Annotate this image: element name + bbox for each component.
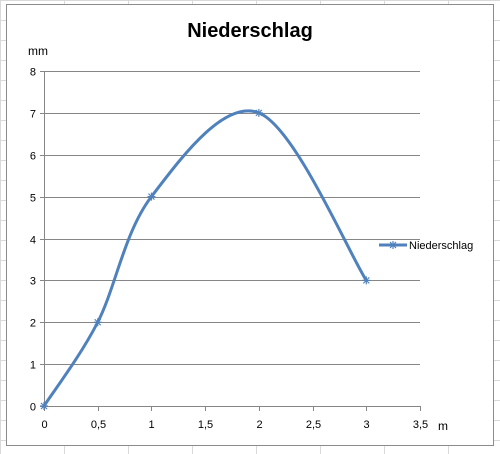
legend-star-icon[interactable] — [389, 241, 397, 249]
x-tick-label: 2 — [256, 419, 262, 431]
chart-title[interactable]: Niederschlag — [187, 20, 313, 42]
y-tick-label: 0 — [30, 402, 36, 414]
data-point-marker-star-icon[interactable] — [93, 318, 102, 327]
y-tick-label: 4 — [30, 235, 36, 247]
data-point-marker-star-icon[interactable] — [362, 276, 371, 285]
y-axis-label: mm — [28, 44, 48, 58]
tick-labels: 0 1 2 3 4 5 6 7 8 0 0,5 1 1,5 2 2,5 3 3,5 — [30, 67, 428, 432]
y-tick-label: 2 — [30, 318, 36, 330]
chart-area[interactable] — [6, 4, 494, 446]
y-tick-label: 3 — [30, 276, 36, 288]
x-tick-label: 3 — [363, 419, 369, 431]
y-tick-label: 1 — [30, 360, 36, 372]
x-tick-label: 2,5 — [306, 419, 321, 431]
x-tick-label: 0 — [41, 419, 47, 431]
y-tick-label: 5 — [30, 193, 36, 205]
y-tick-label: 7 — [30, 109, 36, 121]
x-axis-label: m — [438, 419, 448, 433]
gridlines — [44, 71, 420, 365]
x-tick-label: 0,5 — [91, 419, 106, 431]
series-line-niederschlag[interactable] — [42, 109, 368, 408]
data-markers[interactable] — [40, 108, 371, 410]
x-tick-label: 1 — [148, 419, 154, 431]
data-point-marker-star-icon[interactable] — [254, 108, 263, 117]
series-lines[interactable] — [42, 109, 368, 408]
legend-marker-star-icon — [389, 241, 397, 249]
data-point-marker-star-icon[interactable] — [147, 192, 156, 201]
legend[interactable]: Niederschlag — [379, 240, 473, 252]
legend-entry-niederschlag: Niederschlag — [409, 240, 473, 252]
x-tick-label: 3,5 — [413, 419, 428, 431]
x-tick-label: 1,5 — [198, 419, 213, 431]
y-tick-label: 8 — [30, 67, 36, 79]
y-tick-label: 6 — [30, 151, 36, 163]
data-point-marker-star-icon[interactable] — [40, 402, 48, 410]
axes — [40, 71, 421, 411]
